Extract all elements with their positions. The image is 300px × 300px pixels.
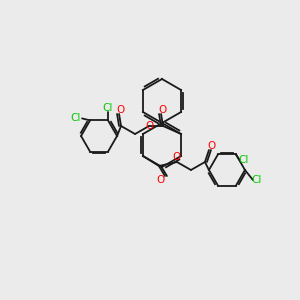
Text: O: O (116, 105, 124, 115)
Text: Cl: Cl (239, 155, 249, 165)
Text: O: O (173, 152, 181, 162)
Text: O: O (157, 175, 165, 185)
Text: O: O (158, 105, 166, 115)
Text: O: O (208, 141, 216, 151)
Text: O: O (145, 121, 153, 131)
Text: Cl: Cl (103, 103, 113, 113)
Text: Cl: Cl (252, 175, 262, 185)
Text: Cl: Cl (71, 113, 81, 123)
